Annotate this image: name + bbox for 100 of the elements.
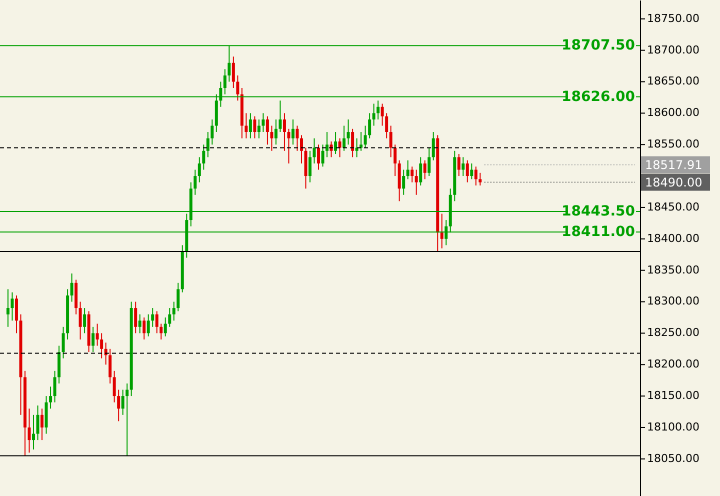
candlestick [440,213,444,249]
candlestick [376,100,380,120]
y-tick-label: 18250.00 [647,326,700,340]
candlestick [78,301,82,340]
ref-line-label: 18411.00 [561,224,636,240]
candlestick [70,272,74,302]
candlestick [355,138,358,158]
candlestick [296,125,299,152]
candlestick [287,128,290,164]
candlestick [32,414,35,450]
ref-line-label: 18517.91 [645,158,702,172]
candlestick [126,382,129,456]
candlestick [278,100,282,133]
candlestick [457,154,460,177]
candlestick [334,132,338,155]
candlestick [342,125,346,152]
candlestick [406,160,410,180]
candlestick [28,408,31,454]
candlestick [372,103,376,126]
candlestick [176,282,180,312]
candlestick [100,332,104,359]
y-tick-label: 18550.00 [647,138,700,151]
y-tick-label: 18350.00 [647,263,700,276]
candlestick [351,128,354,158]
candlestick [142,316,146,340]
candlestick [194,169,197,196]
candlestick [291,118,294,146]
candlestick [202,144,206,170]
y-tick-label: 18400.00 [647,232,700,245]
ref-line-label: 18490.00 [645,175,702,190]
candlestick [49,386,52,410]
candlestick [478,172,482,186]
y-tick-label: 18700.00 [647,43,700,56]
candlestick [282,112,286,152]
candlestick [346,118,350,146]
candlestick [428,147,431,177]
y-tick-label: 18600.00 [647,106,700,120]
candlestick [168,308,172,328]
candlestick [96,323,99,346]
candlestick [368,112,372,139]
candlestick [321,144,324,168]
y-tick-label: 18100.00 [647,420,700,434]
candlestick [410,166,414,183]
y-tick-label: 18050.00 [647,452,700,465]
candlestick [223,68,226,95]
candlestick [62,326,65,359]
y-tick-label: 18750.00 [647,12,700,25]
candlestick [172,301,176,322]
candlestick [432,132,435,161]
candlestick [312,138,316,164]
candlestick [121,389,124,416]
y-tick-label: 18200.00 [647,358,700,371]
candlestick [394,144,397,177]
candlestick [53,370,56,403]
candlestick [40,408,44,441]
candlestick [308,150,312,183]
candlestick [164,316,167,337]
candlestick [6,288,10,328]
y-tick-label: 18450.00 [647,200,700,214]
candlestick [474,166,478,186]
candlestick [155,310,158,334]
candlestick [138,314,142,334]
candlestick [108,348,112,384]
y-tick-label: 18300.00 [647,294,700,308]
candlestick [117,389,120,422]
candlestick [236,74,240,102]
candlestick [151,308,154,328]
candlestick [266,116,269,146]
candlestick [232,56,235,89]
candlestick [326,132,329,158]
ref-line-label: 18707.50 [561,38,636,54]
candlestick [198,156,201,183]
candlestick [206,132,210,158]
candlestick [385,112,388,139]
candlestick [146,314,150,337]
candlestick [83,308,86,334]
candlestick [364,125,367,148]
candlestick [317,144,320,170]
candlestick [248,112,252,139]
candlestick [112,370,116,403]
ref-line-label: 18443.50 [561,204,636,220]
candlestick [210,118,214,146]
candlestick [466,160,469,183]
candlestick [300,134,303,164]
candlestick [14,294,18,334]
candlestick [414,169,418,196]
candlestick [470,162,474,180]
candlestick [134,301,138,334]
candlestick [402,169,406,196]
y-tick-label: 18150.00 [647,389,700,402]
ref-line-label: 18626.00 [561,88,636,105]
y-tick-label: 18650.00 [647,74,700,88]
candlestick [338,138,342,158]
candlestick [160,323,163,340]
candlestick [10,292,14,322]
candlestick [423,160,426,180]
candlestick [389,125,392,158]
candlestick [244,112,248,139]
candlestick [36,404,40,441]
candlestick [270,125,274,152]
